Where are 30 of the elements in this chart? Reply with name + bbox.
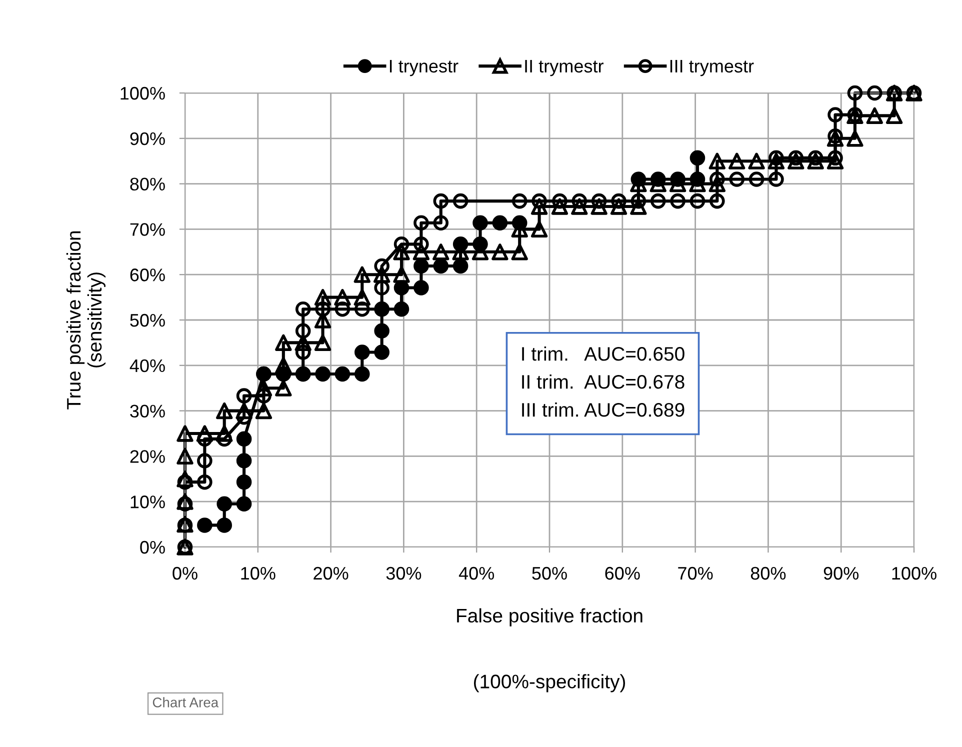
y-tick-label: 70% — [130, 223, 165, 236]
x-tick-label: 0% — [172, 566, 198, 580]
y-tick-label: 10% — [130, 496, 165, 508]
x-tick-label: 70% — [678, 566, 713, 580]
text: (100%-specificity) — [474, 674, 626, 692]
x-tick-label: 80% — [750, 566, 786, 580]
x-tick-label: 100% — [892, 566, 936, 580]
x-tick-label: 30% — [386, 566, 422, 580]
legend-label: II trymestr — [525, 60, 604, 76]
x-axis-title: False positive fraction — [457, 608, 642, 626]
x-tick-label: 50% — [532, 566, 567, 580]
y-tick-label: 60% — [130, 268, 165, 282]
annotation: I trim. AUC=0.650 II trim. AUC=0.678 III trim. AUC=0.689 — [522, 346, 684, 417]
y-tick-label: 50% — [130, 314, 165, 327]
y-tick-label: 90% — [130, 132, 165, 146]
legend-label: III trymestr — [670, 60, 754, 76]
y-axis-title: True positive fraction (sensitivity) — [66, 231, 106, 410]
x-tick-label: 40% — [458, 566, 494, 580]
y-tick-label: 30% — [130, 404, 165, 418]
legend-label: I trynestr — [390, 60, 458, 76]
x-tick-label: 20% — [314, 566, 348, 580]
x-tick-label: 60% — [605, 566, 640, 580]
y-tick-label: 100% — [120, 86, 165, 100]
y-tick-label: 0% — [140, 540, 165, 554]
x-tick-label: 10% — [241, 566, 276, 580]
text: Chart Area — [152, 697, 219, 708]
y-tick-label: 80% — [130, 178, 165, 191]
y-tick-label: 40% — [130, 359, 165, 372]
y-tick-label: 20% — [130, 450, 165, 463]
x-tick-label: 90% — [824, 566, 859, 580]
